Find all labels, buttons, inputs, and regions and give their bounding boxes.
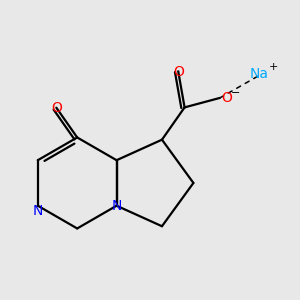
Text: O: O: [221, 91, 232, 105]
Text: Na: Na: [250, 67, 269, 81]
Text: +: +: [269, 62, 278, 72]
Text: −: −: [231, 88, 240, 98]
Text: O: O: [173, 64, 184, 79]
Text: O: O: [51, 100, 62, 115]
Text: N: N: [33, 204, 43, 218]
Text: N: N: [111, 199, 122, 213]
